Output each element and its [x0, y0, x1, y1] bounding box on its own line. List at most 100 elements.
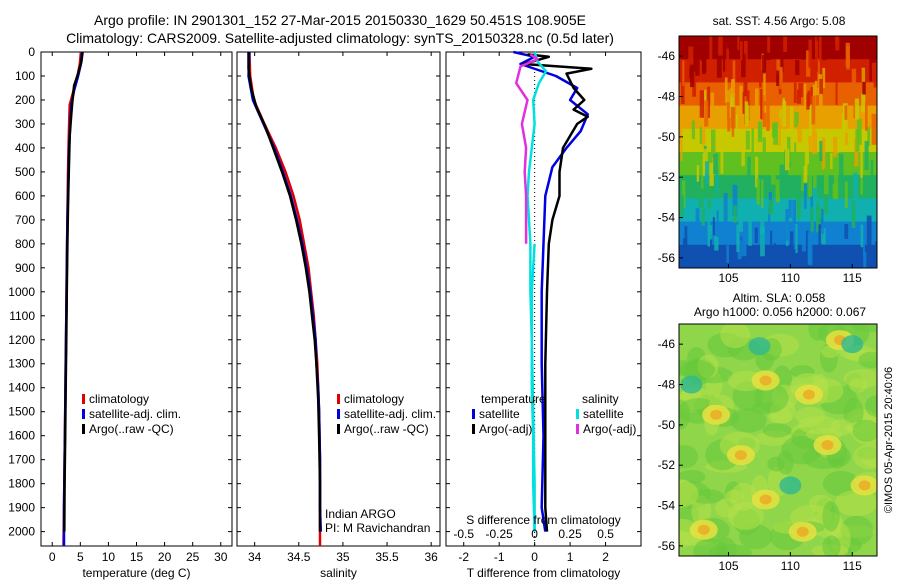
y-tick-label: 500: [15, 165, 35, 179]
sst-streak: [830, 153, 833, 170]
sst-streak: [767, 36, 771, 53]
sst-streak: [730, 79, 735, 98]
sst-streak: [679, 118, 682, 144]
sst-streak: [743, 40, 748, 71]
sst-streak: [712, 217, 715, 236]
sst-streak: [797, 123, 802, 143]
sst-streak: [770, 230, 773, 245]
map-y-tick-label: -50: [658, 130, 676, 144]
sst-streak: [835, 36, 840, 51]
sst-streak: [834, 163, 837, 178]
sst-streak: [748, 215, 752, 246]
sst-streak: [832, 136, 838, 158]
sst-streak: [793, 82, 797, 103]
sla-texture: [834, 490, 877, 517]
sst-streak: [709, 234, 713, 252]
sst-streak: [695, 208, 700, 236]
y-tick-label: 1500: [8, 405, 35, 419]
sst-streak: [812, 84, 816, 106]
sst-streak: [710, 92, 715, 118]
sla-high-core: [710, 409, 723, 420]
sst-streak: [835, 79, 838, 105]
sst-streak: [738, 210, 744, 232]
sst-streak: [743, 74, 747, 99]
sla-texture: [679, 445, 699, 469]
sst-streak: [726, 44, 729, 70]
sst-band: [679, 198, 877, 223]
x-tick-label: 35: [336, 550, 350, 564]
sst-streak: [804, 152, 808, 183]
sst-streak: [833, 175, 839, 200]
sst-streak: [760, 95, 765, 120]
x-tick-label: 0: [49, 550, 56, 564]
sst-streak: [861, 93, 866, 113]
sst-streak: [808, 39, 812, 68]
salinity-line-argo: [247, 52, 322, 532]
map-x-tick-label: 105: [718, 559, 738, 573]
sst-streak: [771, 169, 776, 185]
legend-temperature-label: satellite-adj. clim.: [89, 407, 181, 421]
sst-streak: [784, 149, 790, 171]
sst-streak: [742, 92, 745, 114]
sst-streak: [806, 144, 810, 165]
sla-texture: [720, 324, 751, 349]
sst-streak: [801, 230, 806, 252]
sst-streak: [698, 188, 704, 209]
sst-streak: [704, 161, 709, 185]
legend-salinity-label: Argo(..raw -QC): [344, 422, 429, 436]
legend-salinity-swatch: [337, 409, 340, 419]
legend-salinity-label: satellite-adj. clim.: [344, 407, 436, 421]
legend-temperature-label: climatology: [89, 392, 149, 406]
sst-streak: [779, 164, 785, 197]
sst-streak: [805, 230, 809, 252]
map-y-tick-label: -54: [658, 211, 676, 225]
sst-streak: [822, 38, 827, 61]
legend-diff-salinity-swatch: [576, 424, 579, 434]
legend-diff-salinity-swatch: [576, 409, 579, 419]
sst-streak: [841, 113, 846, 138]
sla-texture: [822, 501, 840, 532]
x-tick-label: 35.5: [375, 550, 399, 564]
difference-line-sat_s: [530, 243, 536, 532]
x-tick-label: 2: [602, 550, 609, 564]
x-tick-label: 20: [158, 550, 172, 564]
sst-streak: [795, 59, 800, 76]
sst-streak: [870, 159, 874, 186]
sst-streak: [839, 153, 844, 182]
y-tick-label: 800: [15, 237, 35, 251]
legend-temperature-swatch: [82, 409, 85, 419]
sst-streak: [699, 90, 704, 118]
sst-streak: [731, 107, 735, 137]
sst-streak: [727, 101, 730, 121]
sst-streak: [709, 225, 713, 240]
sst-streak: [811, 95, 816, 125]
sst-streak: [795, 223, 798, 254]
sst-streak: [711, 129, 716, 158]
sst-streak: [812, 131, 817, 154]
sla-texture: [865, 395, 877, 417]
sst-streak: [807, 232, 812, 264]
sla-high-core: [858, 480, 871, 491]
y-tick-label: 200: [15, 93, 35, 107]
sst-streak: [868, 36, 872, 45]
sst-streak: [755, 156, 759, 188]
map-y-tick-label: -56: [658, 539, 676, 553]
sst-streak: [808, 167, 812, 197]
y-tick-label: 1400: [8, 381, 35, 395]
sla-texture: [754, 383, 789, 413]
legend-diff-temperature-label: Argo(-adj): [479, 422, 532, 436]
legend-temperature-label: Argo(..raw -QC): [89, 422, 174, 436]
copyright-label: ©IMOS 05-Apr-2015 20:40:06: [883, 367, 895, 513]
sst-streak: [757, 246, 762, 268]
sst-streak: [704, 100, 709, 127]
sst-streak: [761, 179, 764, 208]
sla-high-core: [796, 526, 809, 537]
sst-streak: [726, 36, 731, 49]
sst-streak: [819, 140, 823, 162]
y-tick-label: 1900: [8, 501, 35, 515]
sla-low-blob: [680, 375, 703, 394]
sst-streak: [844, 181, 848, 209]
map-y-tick-label: -48: [658, 378, 676, 392]
sst-streak: [732, 60, 736, 92]
